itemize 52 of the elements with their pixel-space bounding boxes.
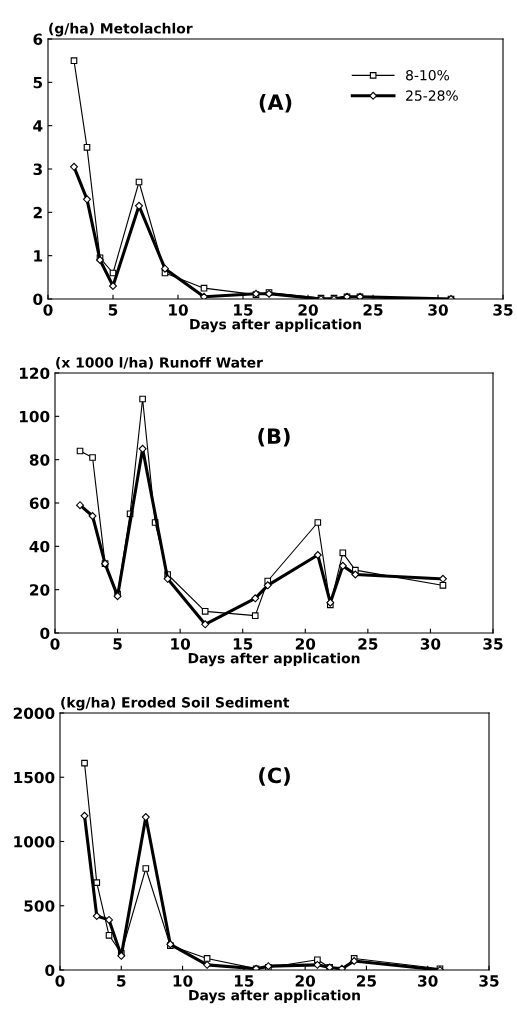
y-tick-label: 0 [40, 627, 50, 640]
x-axis-title: Days after application [190, 318, 361, 333]
x-tick-label: 0 [55, 975, 65, 987]
x-tick-label: 20 [295, 975, 316, 987]
x-tick-label: 15 [233, 638, 253, 650]
x-tick-label: 25 [357, 975, 376, 987]
x-tick-label: 35 [483, 638, 503, 650]
y-tick-label: 2000 [13, 707, 55, 720]
y-tick-label: 5 [33, 77, 43, 89]
y-axis-title: (kg/ha) Eroded Soil Sediment [61, 696, 290, 711]
legend-label: 25-28% [406, 90, 458, 101]
y-tick-label: 6 [33, 33, 43, 46]
y-tick-label: 20 [30, 584, 50, 596]
x-tick-label: 35 [493, 304, 513, 316]
x-tick-label: 20 [298, 304, 318, 316]
x-tick-label: 5 [113, 638, 122, 650]
y-tick-label: 100 [19, 410, 50, 423]
x-tick-label: 20 [295, 638, 316, 650]
x-tick-label: 10 [173, 975, 193, 987]
y-tick-label: 1000 [14, 835, 55, 848]
x-tick-label: 10 [169, 304, 188, 316]
x-tick-label: 35 [479, 975, 499, 987]
y-axis-title: (x 1000 l/ha) Runoff Water [56, 356, 263, 370]
y-axis-title: (g/ha) Metolachlor [49, 22, 193, 37]
y-tick-label: 40 [29, 540, 50, 553]
x-tick-label: 25 [363, 304, 383, 316]
x-tick-label: 10 [171, 638, 191, 650]
annotation: (A) [259, 93, 292, 113]
y-tick-label: 0 [33, 293, 43, 306]
x-tick-label: 15 [234, 304, 253, 316]
y-tick-label: 500 [24, 900, 55, 912]
y-tick-label: 1500 [14, 771, 55, 784]
annotation: (B) [258, 427, 290, 447]
legend-label: 8-10% [406, 69, 450, 81]
y-tick-label: 1 [34, 250, 43, 262]
y-tick-label: 2 [33, 206, 42, 219]
x-tick-label: 5 [108, 304, 118, 316]
y-tick-label: 60 [29, 497, 50, 510]
x-axis-title: Days after application [189, 989, 360, 1004]
y-tick-label: 120 [19, 367, 50, 380]
y-tick-label: 80 [29, 454, 50, 466]
x-tick-label: 30 [420, 638, 441, 650]
y-tick-label: 0 [45, 964, 55, 977]
x-tick-label: 15 [234, 975, 254, 987]
y-tick-label: 3 [33, 163, 42, 176]
annotation: (C) [259, 767, 290, 786]
x-tick-label: 5 [117, 975, 126, 987]
x-tick-label: 30 [428, 304, 448, 316]
y-tick-label: 4 [33, 120, 43, 132]
x-axis-title: Days after application [188, 652, 360, 667]
x-tick-label: 30 [418, 975, 438, 987]
x-tick-label: 25 [358, 638, 378, 650]
